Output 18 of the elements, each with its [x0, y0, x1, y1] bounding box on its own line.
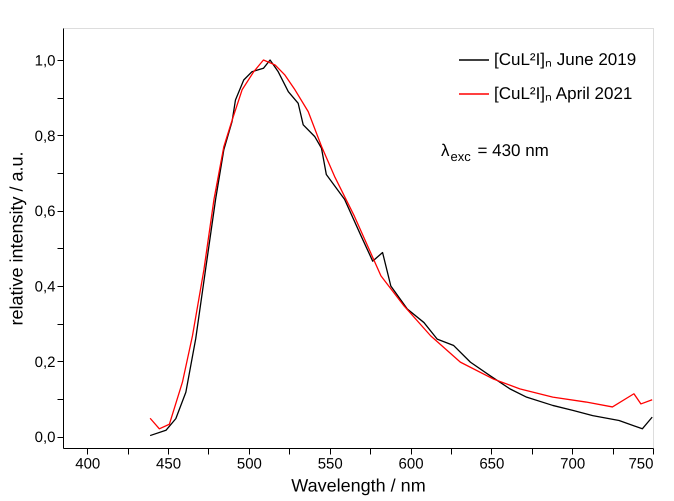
y-tick-label: 0,4 — [34, 278, 56, 296]
y-axis-title: relative intensity / a.u. — [6, 151, 27, 326]
y-tick-label: 0,0 — [34, 429, 56, 446]
x-tick-label: 550 — [318, 456, 343, 472]
x-tick-label: 650 — [479, 456, 504, 472]
x-tick-label: 450 — [156, 456, 182, 472]
x-tick-label: 600 — [398, 456, 424, 472]
y-tick-label: 1,0 — [34, 52, 56, 70]
x-tick-label: 400 — [75, 456, 100, 472]
legend-label: [CuL²I]ₙ June 2019 — [494, 50, 636, 69]
x-tick-label: 700 — [560, 456, 586, 472]
y-tick-label: 0,2 — [34, 354, 56, 371]
x-tick-label: 500 — [236, 456, 262, 472]
y-tick-label: 0,8 — [34, 128, 56, 145]
y-tick-label: 0,6 — [34, 203, 56, 220]
legend-label: [CuL²I]ₙ April 2021 — [494, 84, 632, 103]
x-tick-label: 750 — [628, 456, 654, 472]
x-axis-title: Wavelength / nm — [291, 476, 426, 496]
